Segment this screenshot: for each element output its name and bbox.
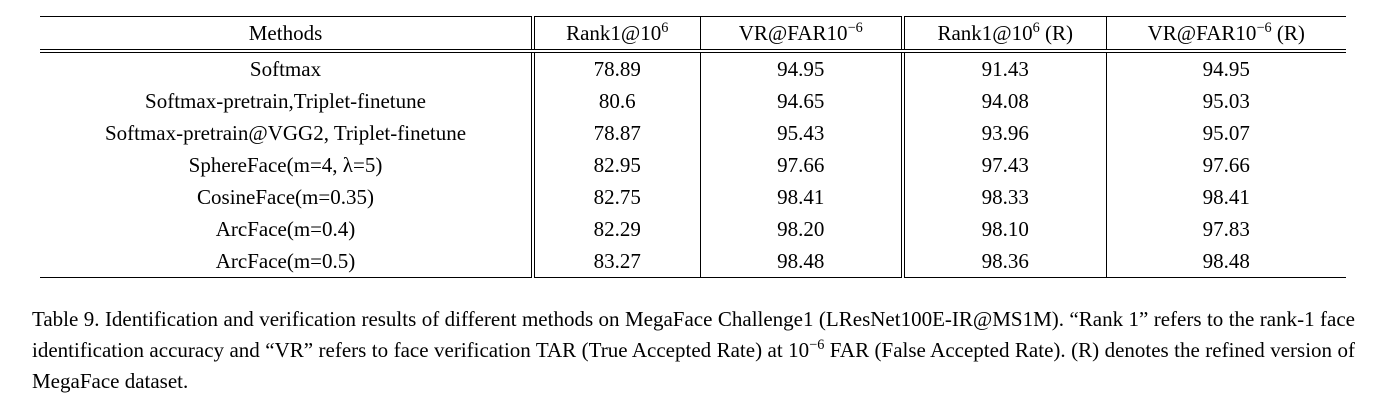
header-text: Rank1@10: [566, 20, 662, 45]
value-cell: 98.36: [901, 245, 1106, 278]
value-cell: 95.43: [699, 117, 903, 149]
col-header-rank1: Rank1@106: [531, 16, 700, 53]
method-cell: Softmax-pretrain,Triplet-finetune: [145, 88, 426, 113]
table-row: SphereFace(m=4, λ=5) 82.95 97.66 97.43 9…: [40, 149, 1346, 181]
method-cell: CosineFace(m=0.35): [197, 184, 374, 209]
table-caption: Table 9. Identification and verification…: [32, 304, 1355, 397]
value-cell: 98.41: [1105, 181, 1346, 213]
value-cell: 82.95: [531, 149, 700, 181]
header-superscript: 6: [1032, 19, 1040, 36]
header-suffix: (R): [1271, 20, 1305, 45]
col-header-rank1-refined: Rank1@106 (R): [901, 16, 1106, 53]
method-cell: Softmax-pretrain@VGG2, Triplet-finetune: [104, 120, 467, 145]
value-cell: 98.10: [901, 213, 1106, 245]
caption-superscript: −6: [809, 337, 825, 353]
value-cell: 95.07: [1105, 117, 1346, 149]
value-cell: 97.66: [699, 149, 903, 181]
header-text: Rank1@10: [937, 20, 1033, 45]
value-cell: 94.95: [1105, 51, 1346, 85]
results-table: Methods Rank1@106 VR@FAR10−6 Rank1@106 (…: [40, 16, 1346, 278]
table-row: Softmax-pretrain@VGG2, Triplet-finetune …: [40, 117, 1346, 149]
caption-text: Table 9. Identification and verification…: [32, 307, 1355, 362]
method-cell: SphereFace(m=4, λ=5): [188, 152, 383, 177]
caption-text: FAR (False Accepted Rate). (R) denotes t…: [32, 338, 1355, 393]
value-cell: 91.43: [901, 51, 1106, 85]
method-cell: ArcFace(m=0.5): [40, 245, 533, 278]
method-cell: Softmax: [249, 56, 322, 81]
col-header-vr-far-refined: VR@FAR10−6 (R): [1105, 16, 1346, 53]
table-row: Softmax-pretrain,Triplet-finetune 80.6 9…: [40, 85, 1346, 117]
value-cell: 97.43: [901, 149, 1106, 181]
value-cell: 94.65: [699, 85, 903, 117]
header-superscript: −6: [847, 19, 863, 36]
value-cell: 78.87: [531, 117, 700, 149]
header-text: Methods: [248, 20, 323, 45]
value-cell: 95.03: [1105, 85, 1346, 117]
value-cell: 97.66: [1105, 149, 1346, 181]
value-cell: 94.95: [699, 51, 903, 85]
value-cell: 82.29: [531, 213, 700, 245]
value-cell: 98.48: [1105, 245, 1346, 278]
value-cell: 80.6: [531, 85, 700, 117]
header-suffix: (R): [1039, 20, 1074, 45]
value-cell: 82.75: [531, 181, 700, 213]
value-cell: 98.33: [901, 181, 1106, 213]
table-row: ArcFace(m=0.4) 82.29 98.20 98.10 97.83: [40, 213, 1346, 245]
col-header-vr-far: VR@FAR10−6: [699, 16, 903, 53]
header-text: VR@FAR10: [1147, 20, 1257, 45]
value-cell: 98.20: [699, 213, 903, 245]
table-row: ArcFace(m=0.5) 83.27 98.48 98.36 98.48: [40, 245, 1346, 278]
value-cell: 98.48: [699, 245, 903, 278]
table-row: Softmax 78.89 94.95 91.43 94.95: [40, 51, 1346, 85]
value-cell: 93.96: [901, 117, 1106, 149]
header-superscript: −6: [1256, 19, 1272, 36]
header-row: Methods Rank1@106 VR@FAR10−6 Rank1@106 (…: [40, 16, 1346, 53]
header-text: VR@FAR10: [738, 20, 848, 45]
value-cell: 97.83: [1105, 213, 1346, 245]
value-cell: 94.08: [901, 85, 1106, 117]
col-header-methods: Methods: [40, 16, 533, 53]
value-cell: 78.89: [531, 51, 700, 85]
value-cell: 83.27: [531, 245, 700, 278]
table-row: CosineFace(m=0.35) 82.75 98.41 98.33 98.…: [40, 181, 1346, 213]
value-cell: 98.41: [699, 181, 903, 213]
method-cell: ArcFace(m=0.4): [215, 216, 356, 241]
header-superscript: 6: [661, 19, 669, 36]
